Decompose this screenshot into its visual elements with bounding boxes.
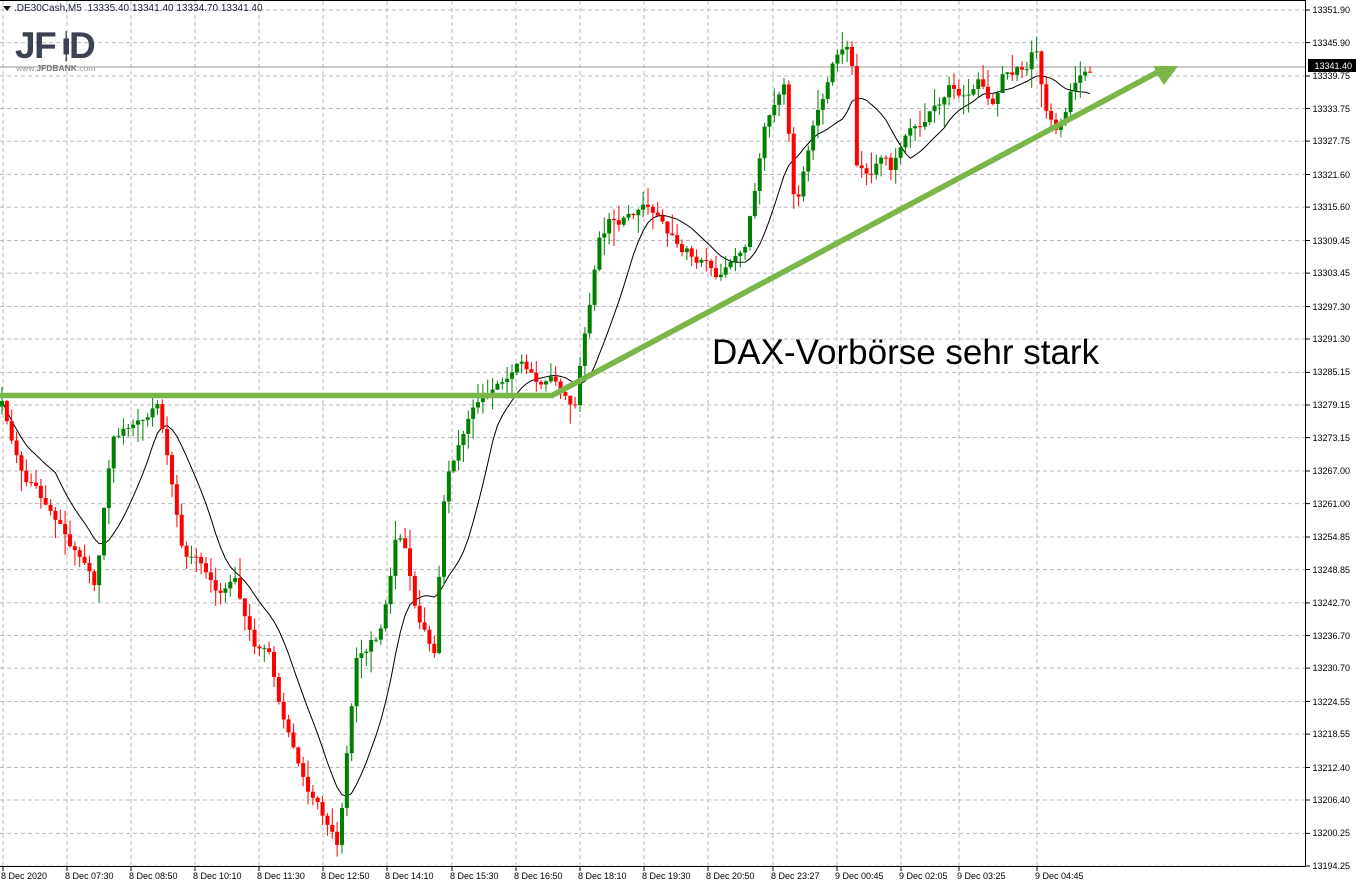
svg-text:www.JFDBANK.com: www.JFDBANK.com (15, 63, 95, 73)
svg-text:D: D (69, 25, 96, 66)
svg-text:JF: JF (15, 25, 56, 66)
